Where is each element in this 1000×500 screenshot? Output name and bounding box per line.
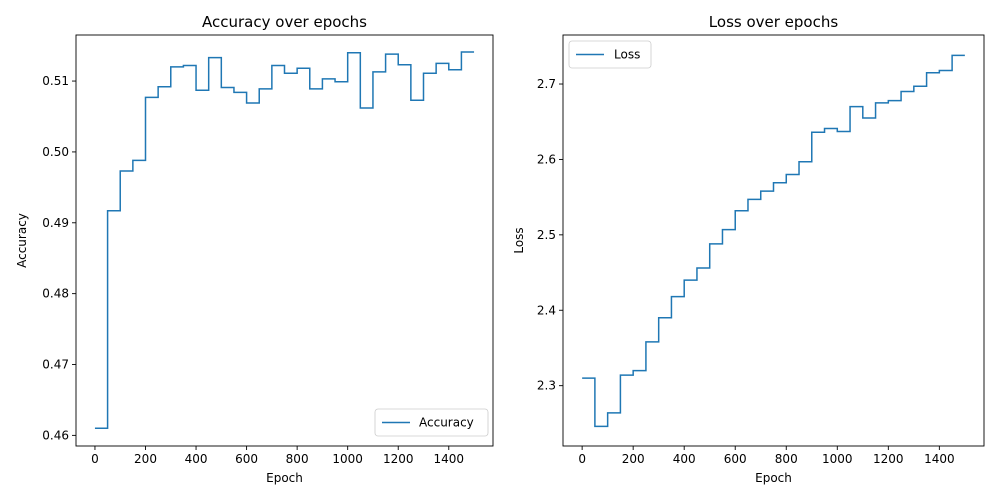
accuracy-x-tick-label: 600 [235, 452, 258, 466]
loss-ticks: 0 200 400 600 800 1000 1200 1400 2.3 2.4 2.5 2.6 2.7 [537, 77, 955, 466]
loss-legend-label: Loss [614, 48, 640, 62]
accuracy-plot-background [76, 35, 493, 446]
loss-x-tick-label: 1400 [924, 452, 955, 466]
accuracy-legend-box [374, 408, 489, 437]
loss-y-tick-label: 2.5 [537, 228, 556, 242]
loss-x-tick-label: 1000 [822, 452, 853, 466]
accuracy-series-layer [94, 51, 475, 430]
accuracy-chart-title: Accuracy over epochs [202, 13, 367, 31]
accuracy-chart: 0 200 400 600 800 1000 1200 1400 0.46 0.47 0.48 0.4… [15, 13, 494, 485]
accuracy-y-tick-label: 0.51 [42, 74, 69, 88]
accuracy-x-tick-label: 1200 [383, 452, 414, 466]
loss-series-layer [582, 54, 965, 428]
loss-chart-title: Loss over epochs [709, 13, 839, 31]
loss-legend-box [568, 40, 652, 69]
accuracy-legend[interactable]: Accuracy [374, 408, 489, 437]
loss-x-axis-label: Epoch [755, 471, 792, 485]
accuracy-axes-frame [75, 34, 494, 447]
accuracy-x-tick-label: 1000 [332, 452, 363, 466]
accuracy-legend-label: Accuracy [419, 416, 474, 430]
loss-axes-frame [562, 34, 985, 447]
loss-x-tick-label: 600 [724, 452, 747, 466]
loss-y-axis-label: Loss [512, 227, 526, 253]
loss-x-tick-label: 200 [622, 452, 645, 466]
accuracy-x-tick-label: 1400 [433, 452, 464, 466]
accuracy-y-tick-label: 0.49 [42, 216, 69, 230]
loss-series-line [582, 54, 965, 428]
loss-x-tick-label: 1200 [873, 452, 904, 466]
loss-plot-background [563, 35, 984, 446]
loss-x-tick-label: 800 [775, 452, 798, 466]
loss-y-tick-label: 2.7 [537, 77, 556, 91]
accuracy-y-tick-label: 0.46 [42, 428, 69, 442]
loss-y-tick-label: 2.3 [537, 379, 556, 393]
loss-y-tick-label: 2.4 [537, 303, 556, 317]
accuracy-y-tick-label: 0.48 [42, 287, 69, 301]
accuracy-x-tick-label: 200 [134, 452, 157, 466]
loss-x-tick-label: 400 [673, 452, 696, 466]
accuracy-ticks: 0 200 400 600 800 1000 1200 1400 0.46 0.47 0.48 0.4… [42, 74, 464, 466]
accuracy-x-tick-label: 800 [286, 452, 309, 466]
accuracy-series-line [94, 51, 475, 430]
accuracy-y-tick-label: 0.47 [42, 358, 69, 372]
accuracy-y-axis-label: Accuracy [15, 213, 29, 268]
accuracy-x-tick-label: 0 [91, 452, 99, 466]
loss-legend[interactable]: Loss [568, 40, 652, 69]
accuracy-x-axis-label: Epoch [266, 471, 303, 485]
accuracy-x-tick-label: 400 [185, 452, 208, 466]
loss-y-tick-label: 2.6 [537, 152, 556, 166]
accuracy-y-tick-label: 0.50 [42, 145, 69, 159]
loss-x-tick-label: 0 [578, 452, 586, 466]
loss-chart: 0 200 400 600 800 1000 1200 1400 2.3 2.4 2.5 2.6 2.7… [512, 13, 985, 485]
